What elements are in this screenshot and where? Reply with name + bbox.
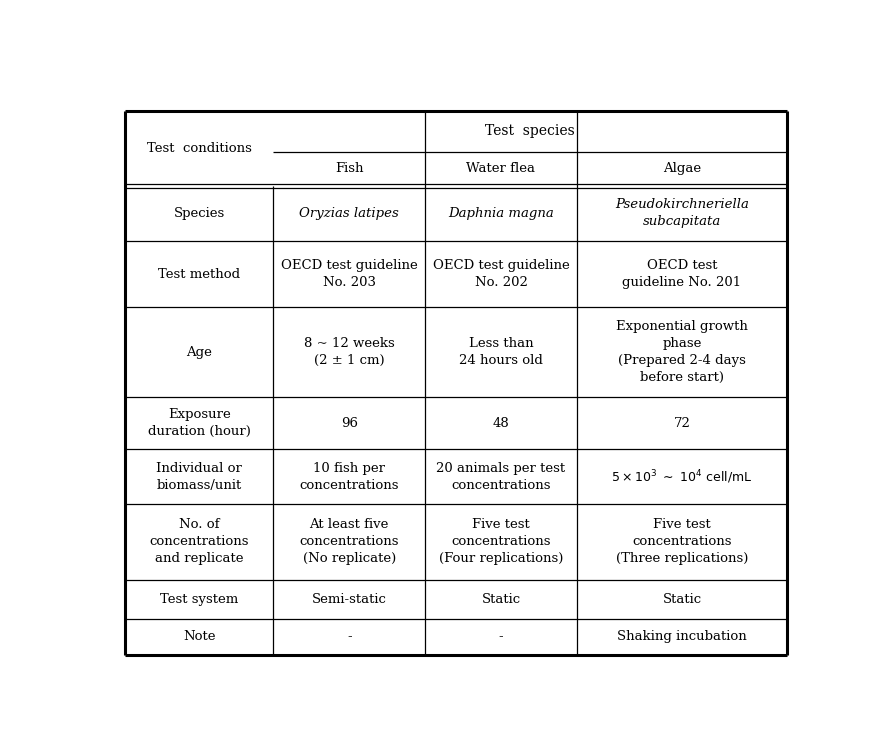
Text: Individual or
biomass/unit: Individual or biomass/unit — [157, 462, 242, 492]
Text: Static: Static — [662, 593, 701, 605]
Text: Note: Note — [183, 630, 215, 644]
Text: Exponential growth
phase
(Prepared 2-4 days
before start): Exponential growth phase (Prepared 2-4 d… — [616, 320, 748, 384]
Text: Less than
24 hours old: Less than 24 hours old — [459, 337, 543, 367]
Text: -: - — [498, 630, 503, 644]
Text: Shaking incubation: Shaking incubation — [617, 630, 747, 644]
Text: OECD test guideline
No. 203: OECD test guideline No. 203 — [281, 259, 417, 289]
Text: Algae: Algae — [663, 162, 701, 175]
Text: 72: 72 — [674, 417, 691, 429]
Text: 8 ~ 12 weeks
(2 ± 1 cm): 8 ~ 12 weeks (2 ± 1 cm) — [303, 337, 394, 367]
Text: OECD test
guideline No. 201: OECD test guideline No. 201 — [622, 259, 741, 289]
Text: -: - — [347, 630, 352, 644]
Text: Test  conditions: Test conditions — [147, 141, 252, 155]
Text: Water flea: Water flea — [466, 162, 536, 175]
Text: Exposure
duration (hour): Exposure duration (hour) — [148, 408, 251, 438]
Text: 20 animals per test
concentrations: 20 animals per test concentrations — [436, 462, 565, 492]
Text: Test method: Test method — [158, 268, 240, 280]
Text: Five test
concentrations
(Four replications): Five test concentrations (Four replicati… — [439, 518, 563, 566]
Text: Five test
concentrations
(Three replications): Five test concentrations (Three replicat… — [616, 518, 748, 566]
Text: Static: Static — [481, 593, 521, 605]
Text: 10 fish per
concentrations: 10 fish per concentrations — [299, 462, 399, 492]
Text: Semi-static: Semi-static — [312, 593, 386, 605]
Text: Pseudokirchneriella
subcapitata: Pseudokirchneriella subcapitata — [615, 199, 749, 229]
Text: Test system: Test system — [160, 593, 239, 605]
Text: Daphnia magna: Daphnia magna — [448, 207, 554, 220]
Text: 48: 48 — [492, 417, 509, 429]
Text: Fish: Fish — [335, 162, 363, 175]
Text: OECD test guideline
No. 202: OECD test guideline No. 202 — [433, 259, 570, 289]
Text: $5\times10^3\ \sim\ 10^4\ \mathrm{cell/mL}$: $5\times10^3\ \sim\ 10^4\ \mathrm{cell/m… — [611, 468, 753, 486]
Text: No. of
concentrations
and replicate: No. of concentrations and replicate — [150, 518, 249, 566]
Text: Age: Age — [186, 346, 212, 359]
Text: At least five
concentrations
(No replicate): At least five concentrations (No replica… — [299, 518, 399, 566]
Text: Oryzias latipes: Oryzias latipes — [299, 207, 399, 220]
Text: Test  species: Test species — [485, 124, 575, 138]
Text: Species: Species — [174, 207, 225, 220]
Text: 96: 96 — [341, 417, 358, 429]
